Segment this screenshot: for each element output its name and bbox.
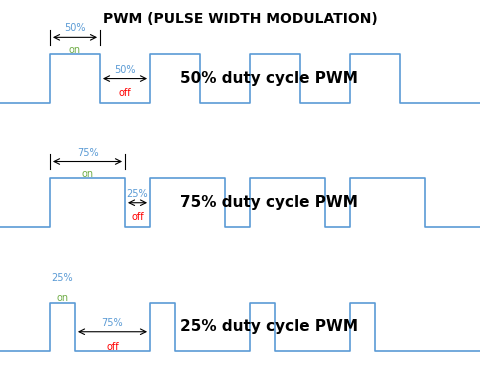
Text: 50%: 50%	[64, 23, 86, 33]
Text: 50%: 50%	[114, 65, 136, 75]
Text: 25%: 25%	[52, 273, 73, 283]
Text: on: on	[69, 45, 81, 55]
Text: 25% duty cycle PWM: 25% duty cycle PWM	[180, 319, 358, 334]
Text: 75% duty cycle PWM: 75% duty cycle PWM	[180, 195, 358, 210]
Text: on: on	[57, 293, 69, 303]
Text: off: off	[119, 88, 132, 98]
Text: on: on	[82, 169, 94, 179]
Text: PWM (PULSE WIDTH MODULATION): PWM (PULSE WIDTH MODULATION)	[103, 12, 377, 26]
Text: off: off	[131, 213, 144, 222]
Text: off: off	[106, 342, 119, 352]
Text: 50% duty cycle PWM: 50% duty cycle PWM	[180, 71, 358, 86]
Text: 25%: 25%	[127, 189, 148, 199]
Text: 75%: 75%	[77, 147, 98, 158]
Text: 75%: 75%	[102, 318, 123, 328]
